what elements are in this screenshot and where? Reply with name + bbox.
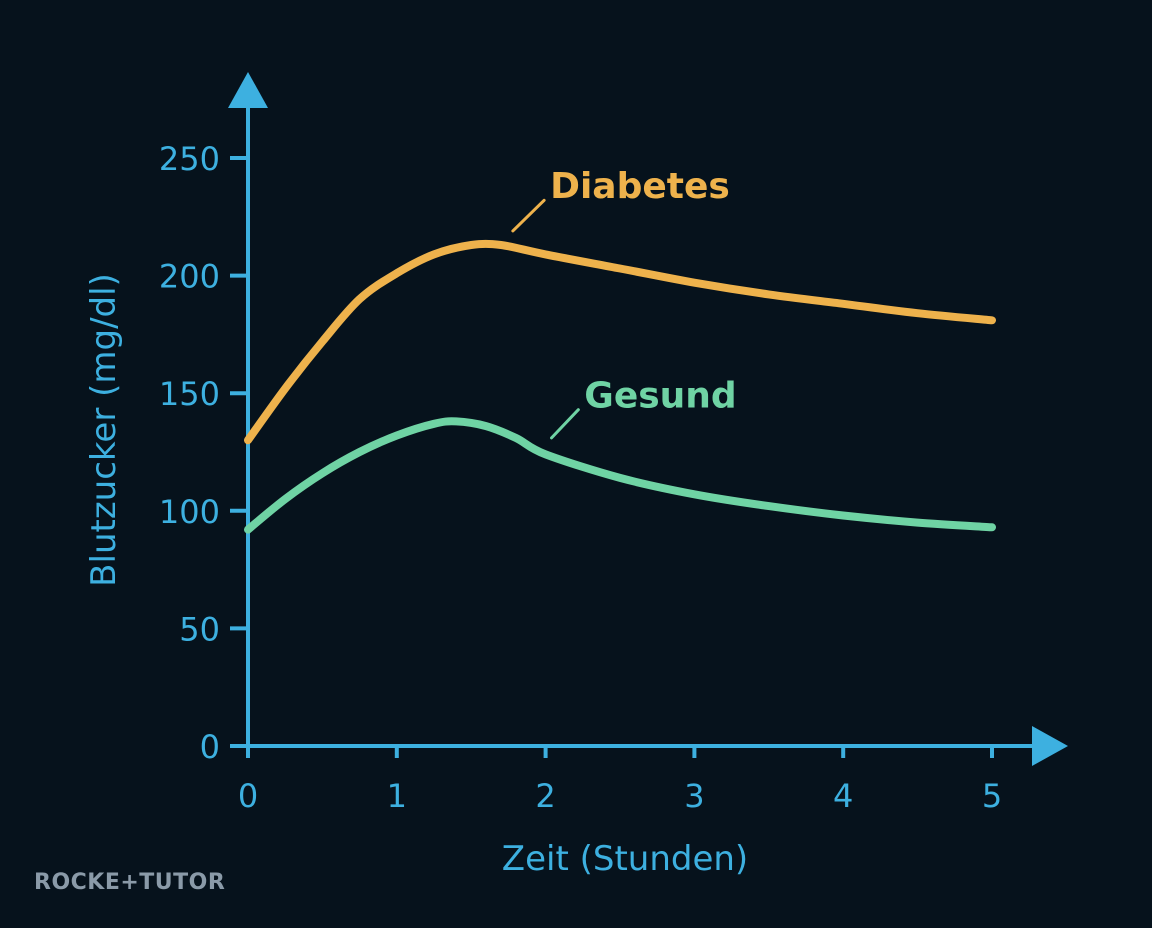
y-tick-label: 50	[179, 610, 220, 648]
x-tick-label: 5	[982, 777, 1002, 815]
y-tick-label: 250	[159, 140, 220, 178]
y-tick-label: 100	[159, 493, 220, 531]
series-lines	[244, 239, 996, 534]
leader-line-gesund	[550, 408, 580, 440]
x-tick-label: 2	[535, 777, 555, 815]
watermark-logo: ROCKE+TUTOR	[34, 870, 226, 895]
x-tick-label: 4	[833, 777, 853, 815]
x-tick-label: 1	[387, 777, 407, 815]
y-axis-title: Blutzucker (mg/dl)	[84, 273, 124, 587]
series-label-diabetes: Diabetes	[550, 166, 730, 207]
x-axis-arrowhead	[1032, 726, 1068, 766]
y-axis-arrowhead	[228, 72, 268, 108]
x-tick-label: 3	[684, 777, 704, 815]
y-tick-label: 200	[159, 258, 220, 296]
x-tick-label: 0	[238, 777, 258, 815]
y-tick-label: 0	[200, 728, 220, 766]
series-labels: Diabetes Gesund	[511, 166, 737, 440]
series-line-diabetes	[244, 239, 996, 445]
axes	[228, 72, 1068, 766]
x-axis-title: Zeit (Stunden)	[502, 839, 748, 879]
y-tick-label: 150	[159, 375, 220, 413]
series-line-gesund	[244, 417, 996, 534]
leader-line-diabetes	[511, 198, 546, 233]
series-label-gesund: Gesund	[584, 375, 736, 416]
